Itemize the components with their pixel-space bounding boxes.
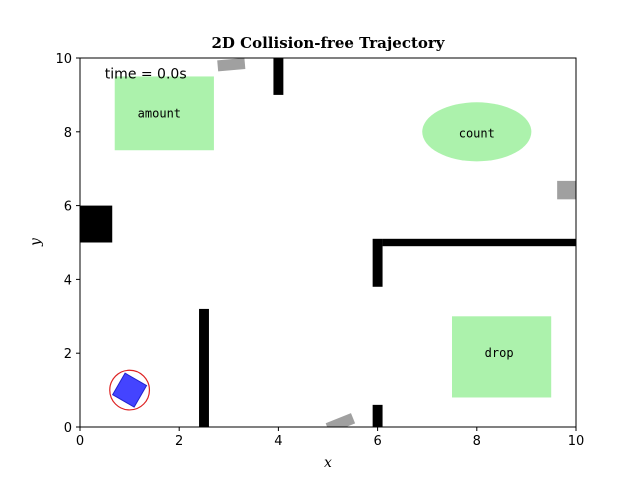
x-axis-label: x bbox=[324, 455, 332, 471]
static-obstacle bbox=[372, 404, 383, 427]
x-tick-label: 6 bbox=[373, 434, 381, 449]
y-axis-label: y bbox=[28, 237, 44, 247]
moving-obstacles bbox=[217, 58, 576, 427]
robot-body bbox=[111, 372, 148, 408]
zone-label-count: count bbox=[459, 127, 495, 141]
zone-label-amount: amount bbox=[138, 106, 181, 120]
x-tick-label: 10 bbox=[568, 434, 585, 449]
static-obstacle bbox=[382, 238, 576, 247]
static-obstacle bbox=[80, 205, 113, 243]
static-obstacle bbox=[199, 308, 209, 427]
static-obstacle bbox=[372, 238, 383, 287]
moving-obstacle bbox=[325, 413, 356, 427]
goal-zones: amount count drop bbox=[114, 76, 552, 398]
zone-drop bbox=[452, 316, 552, 398]
plot-frame bbox=[79, 57, 577, 428]
zone-amount bbox=[114, 76, 214, 151]
static-obstacles bbox=[80, 58, 576, 427]
robot-safety-circle bbox=[109, 369, 151, 411]
y-tick-label: 4 bbox=[64, 273, 72, 288]
x-tick-label: 0 bbox=[76, 434, 84, 449]
y-tick-label: 0 bbox=[64, 421, 72, 436]
y-axis-ticks: 0 2 4 6 8 10 bbox=[55, 52, 80, 436]
zone-count bbox=[422, 102, 532, 162]
robot-group bbox=[109, 369, 151, 411]
x-tick-label: 4 bbox=[274, 434, 282, 449]
x-tick-label: 8 bbox=[473, 434, 481, 449]
plot-area: amount count drop time = 0.0s bbox=[79, 57, 577, 428]
x-axis-ticks: 0 2 4 6 8 10 bbox=[76, 427, 584, 449]
chart-title: 2D Collision-free Trajectory bbox=[212, 34, 446, 52]
moving-obstacle bbox=[557, 180, 576, 200]
zone-label-drop: drop bbox=[485, 346, 514, 360]
y-tick-label: 6 bbox=[64, 200, 72, 215]
moving-obstacle bbox=[217, 58, 246, 72]
y-tick-label: 10 bbox=[55, 52, 72, 67]
y-tick-label: 8 bbox=[64, 126, 72, 141]
time-readout: time = 0.0s bbox=[105, 66, 187, 82]
y-tick-label: 2 bbox=[64, 347, 72, 362]
static-obstacle bbox=[273, 58, 284, 95]
x-tick-label: 2 bbox=[175, 434, 183, 449]
